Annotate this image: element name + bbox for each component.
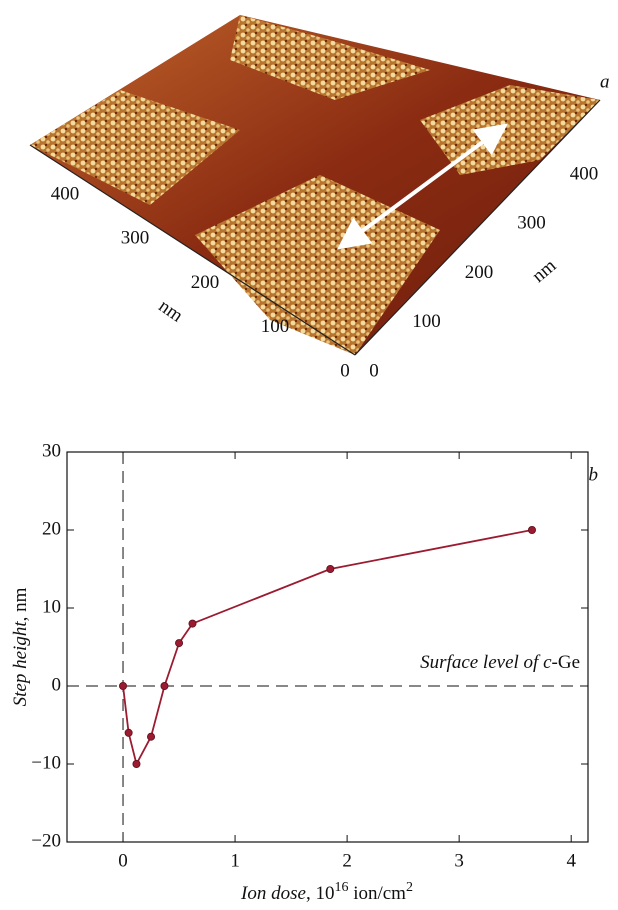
data-point [175,640,182,647]
plot-frame [67,452,588,842]
afm-tick-label: 0 [340,360,350,381]
x-tick-label: 1 [230,850,240,871]
afm-axis-label: nm [155,296,187,327]
data-point [528,526,535,533]
afm-tick-label: 300 [517,213,546,234]
y-axis-label: Step height, nm [10,587,31,706]
data-point [119,682,126,689]
afm-tick-label: 400 [570,163,599,184]
afm-tick-label: 200 [465,262,494,283]
afm-tick-label: 400 [51,183,80,204]
data-point [133,760,140,767]
y-tick-label: −20 [31,830,61,851]
data-point [161,682,168,689]
panel-letter: b [589,464,599,485]
y-tick-label: 0 [52,674,62,695]
afm-tick-label: 100 [412,311,441,332]
afm-tick-label: 100 [261,316,290,337]
annotation: Surface level of c-Ge [420,652,580,673]
panel-letter: a [600,71,610,92]
x-tick-label: 4 [566,850,576,871]
y-tick-label: 10 [42,596,61,617]
data-point [125,729,132,736]
x-tick-label: 0 [118,850,128,871]
x-tick-label: 2 [342,850,352,871]
afm-axis-label: nm [528,255,560,287]
x-axis-label: Ion dose, 1016 ion/cm2 [240,880,413,904]
y-tick-label: −10 [31,752,61,773]
figure: a b Ion dose, 1016 ion/cm2 Step height, … [0,0,618,910]
data-point [147,733,154,740]
afm-tick-label: 300 [121,228,150,249]
data-point [189,620,196,627]
series-line [123,530,532,764]
x-tick-label: 3 [454,850,464,871]
afm-tick-label: 200 [191,272,220,293]
y-tick-label: 20 [42,518,61,539]
afm-tick-label: 0 [369,360,379,381]
y-tick-label: 30 [42,440,61,461]
data-point [327,565,334,572]
afm-image: a [30,15,610,355]
